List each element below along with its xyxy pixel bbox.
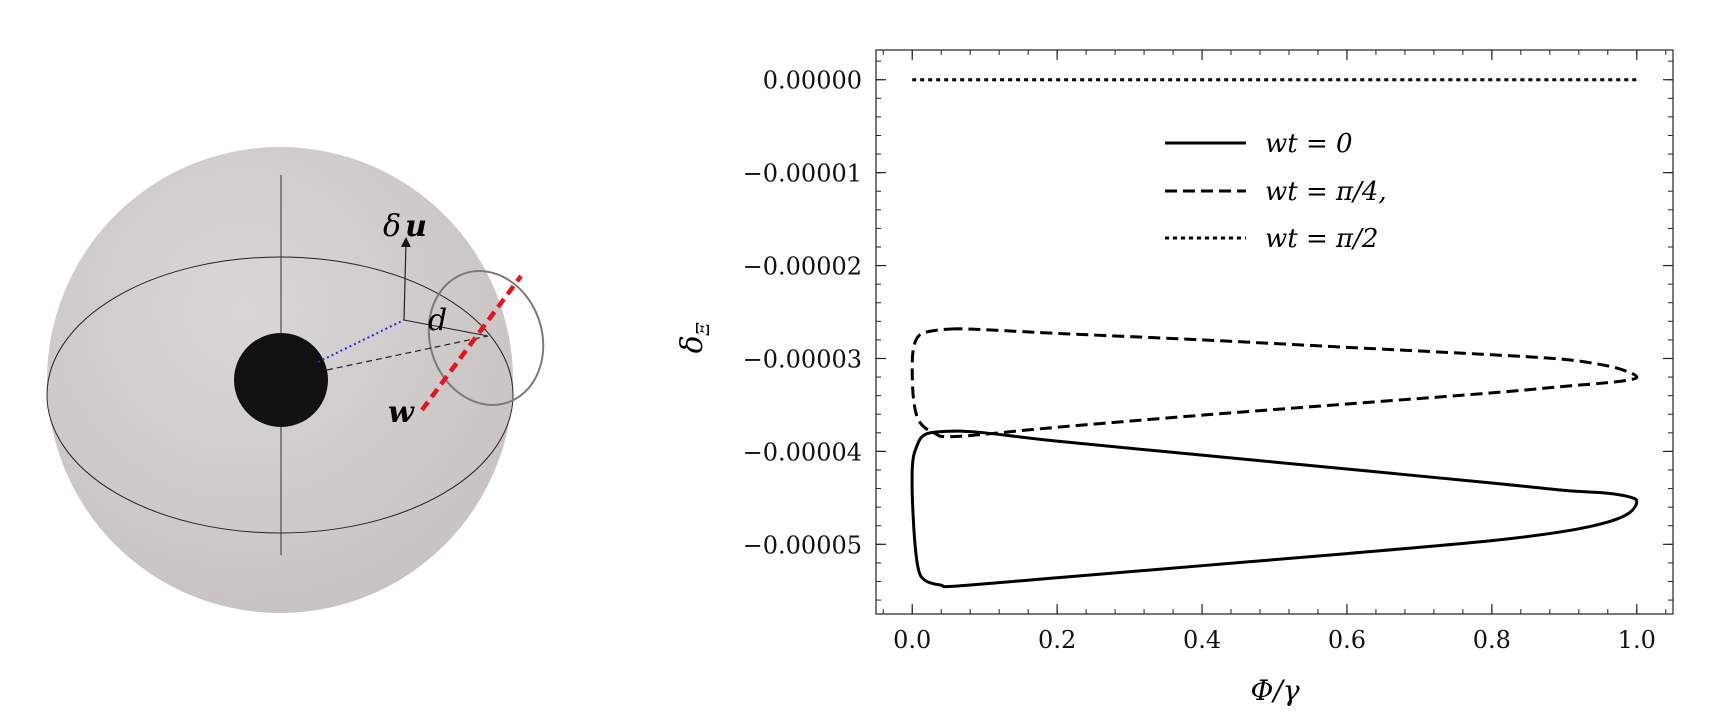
svg-text:δΞ: δΞ: [675, 322, 714, 353]
w-line: [420, 274, 523, 412]
x-tick-label: 0.8: [1473, 626, 1511, 654]
y-tick-label: −0.00004: [743, 438, 862, 466]
series-wt-pi-4: [910, 327, 1639, 439]
orbit-circle: [427, 270, 545, 406]
distance-label: d: [428, 303, 447, 338]
y-tick-label: −0.00001: [743, 160, 862, 188]
dotted-line: [317, 319, 405, 363]
delta-u-prefix: δ: [383, 209, 401, 244]
y-axis: 0.00000 −0.00001 −0.00002 −0.00003 −0.00004 −…: [743, 67, 1673, 559]
x-tick-label: 0.6: [1328, 626, 1366, 654]
y-axis-label-main: δ: [675, 335, 710, 353]
distance-line: [403, 319, 489, 337]
delta-u-vector: u: [405, 209, 427, 244]
legend: wt = 0 wt = π/4, wt = π/2: [1165, 129, 1387, 254]
y-tick-label: −0.00003: [743, 345, 862, 373]
y-axis-label-sub: Ξ: [693, 322, 714, 336]
x-axis-label: Φ/γ: [1250, 674, 1299, 707]
equator-ellipse: [46, 256, 514, 534]
x-tick-label: 1.0: [1618, 626, 1656, 654]
dashed-line: [326, 335, 489, 371]
x-axis: 0.0 0.2 0.4 0.6 0.8 1.0: [893, 50, 1656, 654]
y-tick-label: 0.00000: [763, 67, 862, 95]
legend-label-wt-pi-2: wt = π/2: [1265, 224, 1378, 254]
y-tick-label: −0.00005: [743, 531, 862, 559]
y-axis-label: δΞ: [675, 322, 714, 353]
x-tick-label: 0.4: [1183, 626, 1221, 654]
plot-frame: [875, 49, 1674, 615]
delta-u-arrow: [400, 237, 411, 321]
w-label: w: [388, 395, 415, 430]
legend-label-wt-pi-4: wt = π/4,: [1265, 177, 1387, 207]
line-chart: 0.00000 −0.00001 −0.00002 −0.00003 −0.00004 −…: [675, 49, 1674, 707]
x-tick-label: 0.0: [893, 626, 931, 654]
legend-label-wt-0: wt = 0: [1265, 129, 1353, 159]
x-tick-label: 0.2: [1038, 626, 1076, 654]
central-core: [234, 333, 328, 427]
y-tick-label: −0.00002: [743, 253, 862, 281]
series-wt-0: [910, 429, 1639, 589]
series-layer: [910, 78, 1639, 589]
